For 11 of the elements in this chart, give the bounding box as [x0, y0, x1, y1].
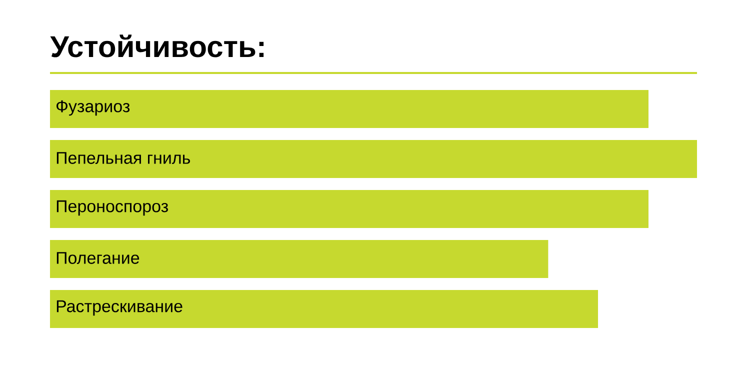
y-tick-label: Растрескивание — [56, 300, 182, 316]
bar — [50, 140, 698, 178]
bar — [50, 290, 598, 328]
y-tick-label: Пероноспороз — [56, 200, 168, 216]
bar — [50, 240, 548, 278]
y-tick-label: Полегание — [56, 252, 140, 264]
y-tick-label: Пепельная гниль — [56, 152, 190, 164]
chart-title: Устойчивость: — [50, 34, 264, 58]
bar — [50, 90, 648, 128]
bar — [50, 190, 648, 228]
y-tick-label: Фузариоз — [56, 100, 130, 116]
